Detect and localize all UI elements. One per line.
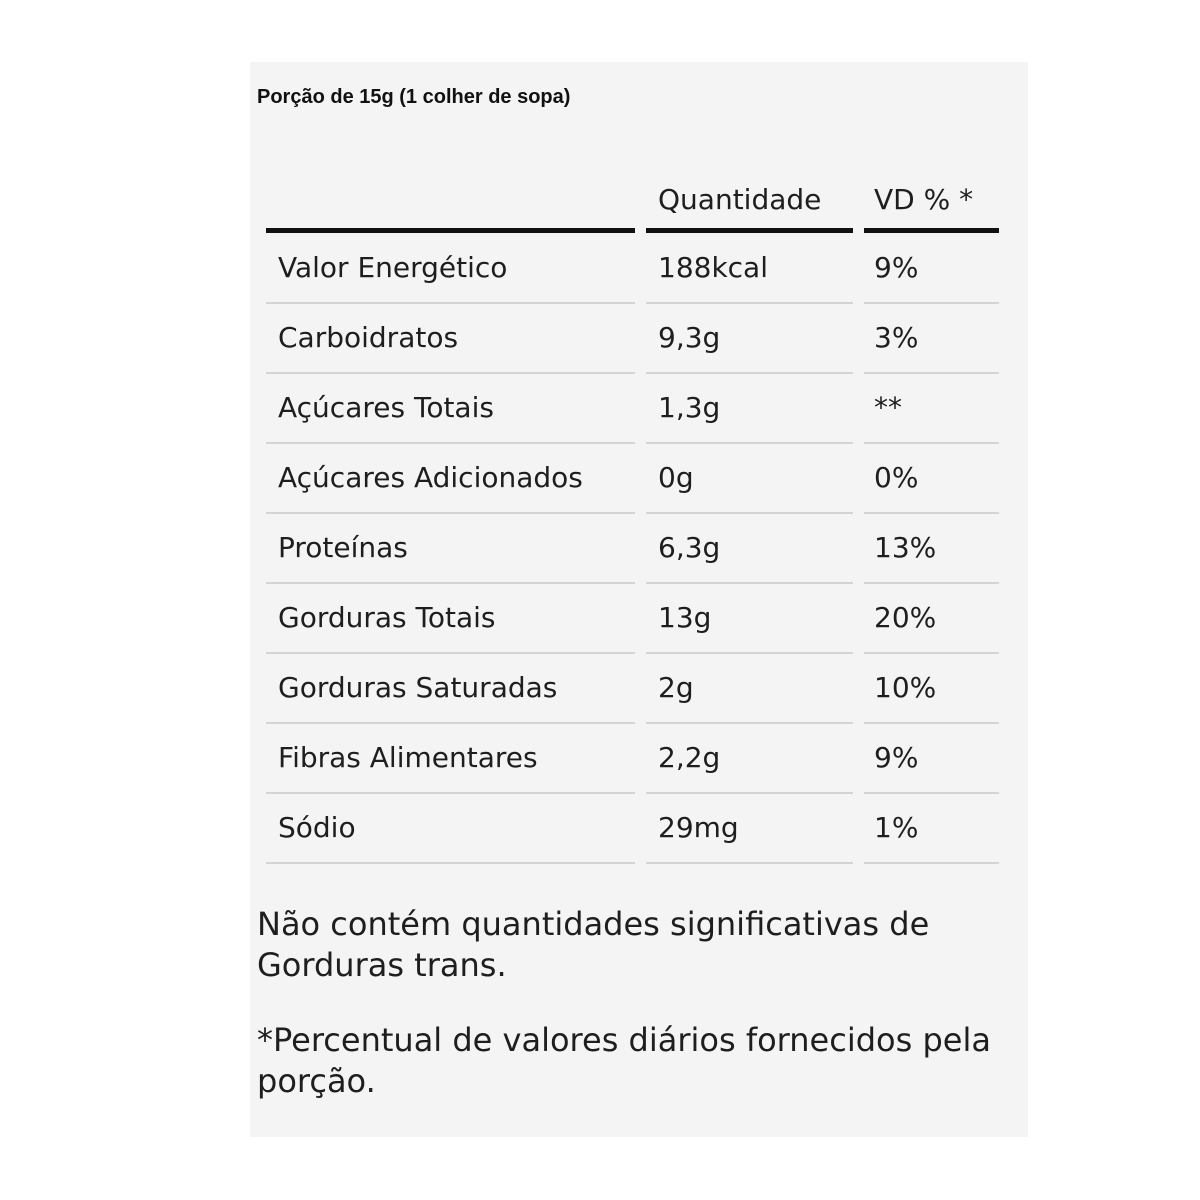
nutrient-name: Sódio (278, 811, 356, 844)
nutrient-name: Proteínas (278, 531, 408, 564)
nutrient-quantity: 13g (658, 601, 712, 634)
row-divider (864, 442, 999, 444)
nutrition-facts-panel: Porção de 15g (1 colher de sopa) Quantid… (250, 62, 1028, 1137)
row-divider (864, 372, 999, 374)
row-divider (646, 652, 853, 654)
daily-value-footnote: *Percentual de valores diários fornecido… (257, 1021, 991, 1100)
row-divider (864, 512, 999, 514)
row-divider (864, 722, 999, 724)
table-row: Carboidratos 9,3g 3% (250, 304, 1028, 374)
nutrient-quantity: 188kcal (658, 251, 768, 284)
table-row: Gorduras Saturadas 2g 10% (250, 654, 1028, 724)
portion-size: Porção de 15g (1 colher de sopa) (257, 86, 571, 108)
nutrient-name: Gorduras Totais (278, 601, 496, 634)
nutrient-quantity: 6,3g (658, 531, 721, 564)
table-row: Açúcares Totais 1,3g ** (250, 374, 1028, 444)
row-divider (266, 862, 635, 864)
nutrient-daily-value: 13% (874, 531, 937, 564)
table-row: Proteínas 6,3g 13% (250, 514, 1028, 584)
row-divider (266, 792, 635, 794)
nutrient-quantity: 29mg (658, 811, 739, 844)
nutrient-name: Açúcares Adicionados (278, 461, 583, 494)
row-divider (864, 652, 999, 654)
table-row: Valor Energético 188kcal 9% (250, 234, 1028, 304)
row-divider (266, 722, 635, 724)
row-divider (646, 862, 853, 864)
row-divider (864, 792, 999, 794)
row-divider (646, 722, 853, 724)
row-divider (646, 442, 853, 444)
nutrient-daily-value: 9% (874, 741, 919, 774)
nutrient-quantity: 0g (658, 461, 694, 494)
nutrient-quantity: 9,3g (658, 321, 721, 354)
nutrient-name: Açúcares Totais (278, 391, 494, 424)
nutrient-daily-value: ** (874, 391, 902, 424)
row-divider (266, 302, 635, 304)
nutrient-quantity: 2g (658, 671, 694, 704)
table-row: Sódio 29mg 1% (250, 794, 1028, 864)
header-quantity: Quantidade (658, 183, 822, 216)
row-divider (646, 792, 853, 794)
row-divider (864, 862, 999, 864)
trans-fat-note: Não contém quantidades significativas de… (257, 905, 930, 984)
nutrient-name: Gorduras Saturadas (278, 671, 558, 704)
row-divider (646, 372, 853, 374)
row-divider (266, 442, 635, 444)
nutrient-name: Fibras Alimentares (278, 741, 538, 774)
nutrient-daily-value: 0% (874, 461, 919, 494)
nutrient-daily-value: 10% (874, 671, 937, 704)
nutrient-quantity: 2,2g (658, 741, 721, 774)
header-rule (266, 228, 635, 233)
row-divider (864, 582, 999, 584)
row-divider (266, 582, 635, 584)
nutrient-daily-value: 9% (874, 251, 919, 284)
header-daily-value: VD % * (874, 183, 974, 216)
nutrient-name: Valor Energético (278, 251, 508, 284)
row-divider (266, 512, 635, 514)
row-divider (646, 582, 853, 584)
row-divider (646, 512, 853, 514)
nutrient-daily-value: 3% (874, 321, 919, 354)
nutrient-daily-value: 20% (874, 601, 937, 634)
table-row: Fibras Alimentares 2,2g 9% (250, 724, 1028, 794)
row-divider (646, 302, 853, 304)
nutrient-name: Carboidratos (278, 321, 459, 354)
table-row: Açúcares Adicionados 0g 0% (250, 444, 1028, 514)
header-rule (646, 228, 853, 233)
nutrient-daily-value: 1% (874, 811, 919, 844)
table-row: Gorduras Totais 13g 20% (250, 584, 1028, 654)
row-divider (864, 302, 999, 304)
row-divider (266, 652, 635, 654)
header-rule (864, 228, 999, 233)
row-divider (266, 372, 635, 374)
nutrient-quantity: 1,3g (658, 391, 721, 424)
